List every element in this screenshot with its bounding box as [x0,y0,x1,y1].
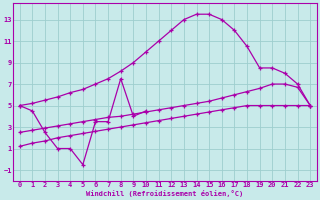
X-axis label: Windchill (Refroidissement éolien,°C): Windchill (Refroidissement éolien,°C) [86,190,244,197]
